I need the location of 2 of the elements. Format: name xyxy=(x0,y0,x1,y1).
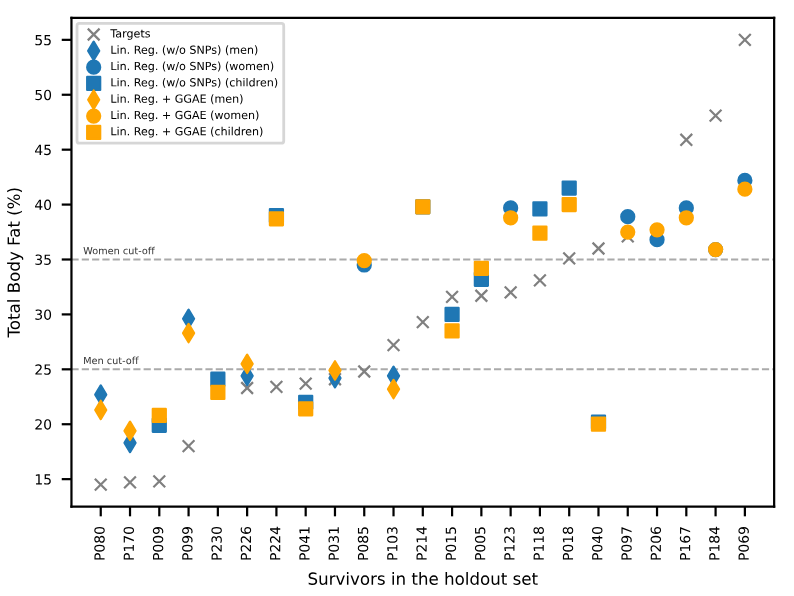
y-axis-title: Total Body Fat (%) xyxy=(7,188,24,338)
x-axis-title: Survivors in the holdout set xyxy=(308,572,538,585)
